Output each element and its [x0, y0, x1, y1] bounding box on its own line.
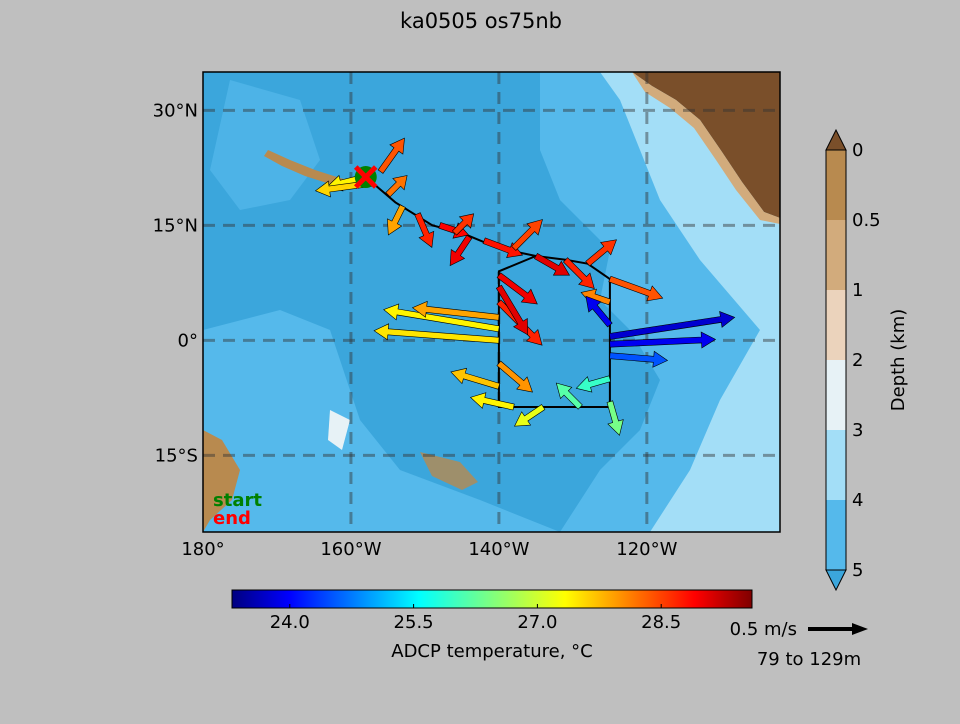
depth-colorbar: 0 0.5 1 2 3 4 5: [825, 128, 881, 592]
lon-tick-label: 120°W: [616, 539, 677, 560]
depth-tick-label: 5: [852, 560, 863, 581]
current-vector: [575, 375, 612, 393]
lon-tick-label: 140°W: [468, 539, 529, 560]
current-vector: [562, 257, 595, 290]
current-vector: [609, 311, 736, 340]
depth-colorbar-segment: [826, 220, 846, 290]
temperature-tick-label: 27.0: [517, 612, 557, 633]
depth-tick-label: 0.5: [852, 210, 881, 231]
depth-colorbar-bottom-extension: [825, 569, 847, 592]
depth-colorbar-segment: [826, 150, 846, 220]
current-vector: [469, 392, 515, 411]
temperature-colorbar: [231, 589, 753, 609]
current-vector: [377, 137, 405, 174]
french-polynesia: [420, 452, 478, 490]
start-end-markers: [353, 165, 378, 189]
depth-tick-label: 3: [852, 420, 863, 441]
chart-title: ka0505 os75nb: [400, 9, 562, 33]
hawaiian-ridge: [264, 150, 356, 188]
depth-colorbar-label: Depth (km): [888, 309, 909, 412]
north-pacific-shallows: [210, 80, 320, 210]
depth-colorbar-segment: [826, 430, 846, 500]
current-vector: [387, 204, 406, 236]
current-vector: [608, 275, 664, 302]
lat-tick-label: 15°S: [155, 445, 198, 466]
shallow-reef: [328, 410, 350, 450]
temperature-tick-label: 24.0: [270, 612, 310, 633]
southwest-islands: [203, 430, 240, 532]
current-vector: [495, 284, 529, 336]
depth-tick-label: 2: [852, 350, 863, 371]
temperature-colorbar-label: ADCP temperature, °C: [391, 641, 592, 662]
current-vector: [385, 175, 408, 198]
temperature-tick-label: 28.5: [641, 612, 681, 633]
reference-speed-label: 0.5 m/s: [730, 619, 797, 640]
south-pacific-ridge: [203, 310, 560, 532]
reference-arrow-head: [852, 623, 868, 635]
current-vector: [609, 331, 717, 349]
current-vector: [585, 295, 613, 328]
lon-tick-label: 180°: [181, 539, 224, 560]
current-vector: [411, 300, 500, 321]
current-vector: [533, 252, 571, 276]
current-vector: [450, 367, 501, 390]
current-vector: [373, 323, 500, 344]
depth-colorbar-segment: [826, 290, 846, 360]
temperature-tick-label: 25.5: [394, 612, 434, 633]
map-frame: [202, 71, 781, 533]
depth-colorbar-frame: [825, 149, 847, 571]
depth-tick-label: 4: [852, 490, 863, 511]
legend-start: start: [213, 490, 262, 511]
lat-tick-label: 30°N: [153, 100, 198, 121]
current-vector: [511, 219, 543, 251]
north-america-land: [632, 72, 780, 218]
end-marker-stroke-b: [353, 165, 378, 189]
current-vector: [383, 303, 500, 333]
longitude-labels: 180° 160°W 140°W 120°W: [181, 539, 677, 560]
depth-tick-label: 0: [852, 140, 863, 161]
legend-end: end: [213, 508, 251, 529]
depth-colorbar-top-extension: [825, 128, 847, 151]
current-vector: [555, 382, 583, 410]
current-vector: [451, 213, 475, 236]
current-vector: [606, 400, 624, 436]
reference-depth-label: 79 to 129m: [757, 649, 861, 670]
current-vector: [449, 234, 473, 267]
current-vector: [513, 404, 546, 427]
lat-tick-label: 15°N: [153, 215, 198, 236]
current-vector: [585, 239, 617, 267]
current-vector: [609, 350, 669, 368]
bathymetry-map: [203, 72, 780, 532]
current-vector: [414, 212, 435, 248]
temperature-colorbar-ticks: 24.0 25.5 27.0 28.5: [270, 604, 681, 633]
lat-tick-label: 0°: [178, 330, 198, 351]
latitude-labels: 30°N 15°N 0° 15°S: [153, 100, 198, 466]
depth-tick-label: 1: [852, 280, 863, 301]
current-vector: [496, 360, 533, 393]
current-vector: [496, 272, 538, 305]
depth-colorbar-segment: [826, 360, 846, 430]
depth-colorbar-segment: [826, 500, 846, 570]
coastal-shelf: [632, 72, 780, 224]
lon-tick-label: 160°W: [320, 539, 381, 560]
